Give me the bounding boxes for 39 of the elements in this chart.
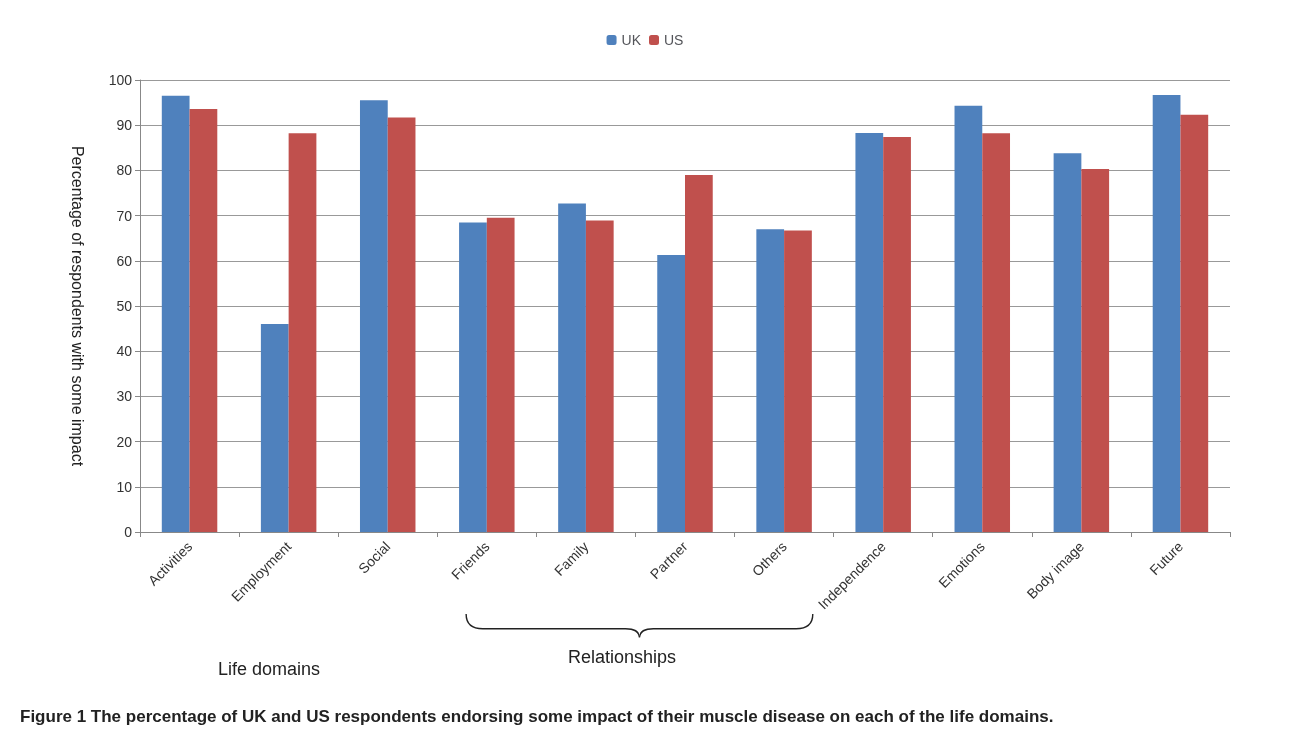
bar — [855, 132, 884, 532]
y-tick-label: 20 — [116, 433, 133, 450]
legend-label: UK — [621, 32, 642, 48]
bar — [359, 100, 388, 532]
y-tick-label: 50 — [116, 298, 133, 314]
text: Relationships — [568, 647, 677, 667]
bar — [982, 133, 1011, 532]
y-tick-label: 100 — [108, 72, 133, 88]
bar — [387, 117, 416, 532]
bar — [954, 105, 983, 532]
y-tick-label: 0 — [124, 524, 133, 540]
y-tick-label: 80 — [116, 162, 133, 179]
bar — [585, 220, 614, 532]
bar — [260, 324, 289, 532]
bar — [459, 222, 487, 532]
bar — [558, 203, 586, 532]
bar — [883, 136, 911, 532]
y-tick-label: 10 — [116, 478, 133, 495]
bar — [756, 229, 785, 532]
y-tick-label: 30 — [116, 388, 133, 405]
bar — [189, 108, 218, 532]
bar — [1053, 153, 1082, 532]
bar — [784, 230, 812, 532]
bar — [1081, 169, 1110, 532]
y-tick-label: 70 — [116, 207, 133, 224]
bar — [657, 254, 685, 532]
legend-label: US — [664, 32, 684, 48]
y-tick-label: 60 — [116, 252, 133, 269]
bar — [685, 174, 713, 532]
y-tick-label: 90 — [116, 117, 133, 134]
bar — [1152, 94, 1181, 532]
text: Life domains — [218, 659, 321, 679]
caption: Figure 1 The percentage of UK and US respondents endorsing some impact of their muscle disease on each of the life domains. — [20, 707, 1054, 726]
bar — [161, 95, 190, 532]
y-tick-label: 40 — [116, 343, 133, 360]
y-axis-title: Percentage of respondents with some impact — [68, 145, 86, 467]
bar — [486, 217, 515, 532]
bar — [1180, 114, 1209, 532]
bar — [288, 133, 317, 532]
